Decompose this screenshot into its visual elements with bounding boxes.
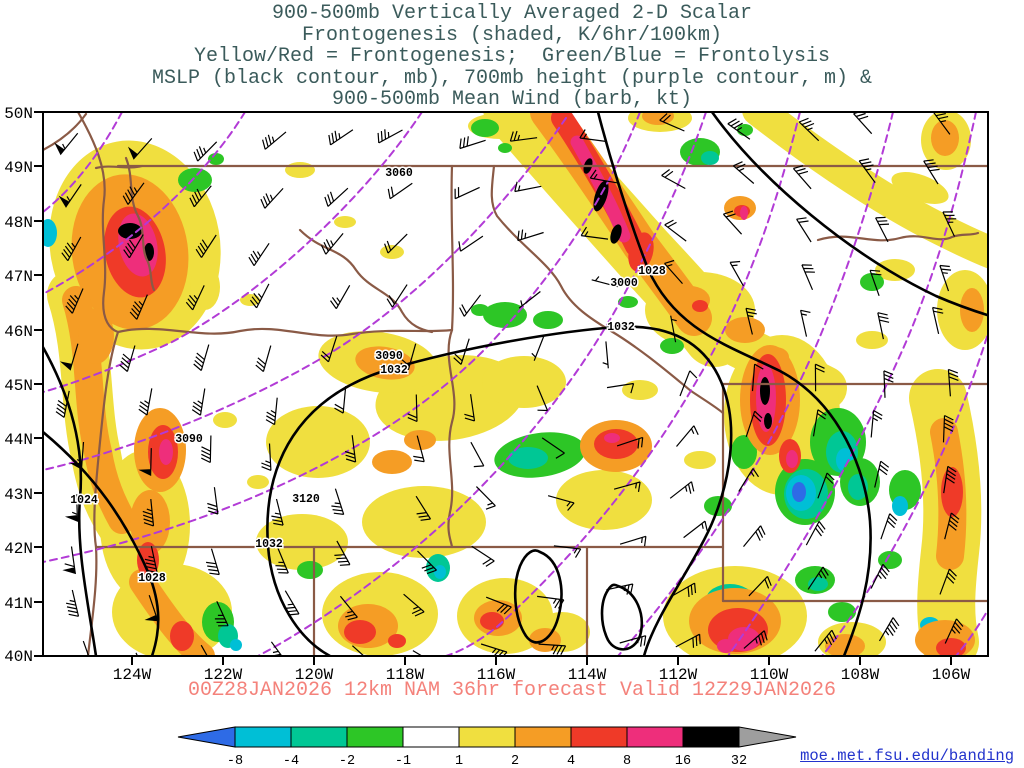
lon-label: 120W [295,666,334,684]
title-line: Yellow/Red = Frontogenesis; Green/Blue =… [193,45,831,68]
title-line: 900-500mb Mean Wind (barb, kt) [331,88,693,111]
lat-label: 48N [4,214,33,232]
colorbar-segment [346,726,404,748]
lon-label: 114W [568,666,607,684]
lat-label: 41N [4,595,33,613]
lon-label: 124W [113,666,152,684]
contour-label: 3060 [385,167,413,180]
colorbar-tick-label: 2 [511,754,519,768]
contour-label: 3120 [292,493,320,506]
contour-label: 1032 [607,321,635,334]
height-contours-layer [43,112,988,656]
contour-label: 3090 [375,350,403,363]
frontogenesis-shading-layer [43,112,988,656]
forecast-caption: 00Z28JAN2026 12km NAM 36hr forecast Vali… [187,679,837,702]
colorbar-tick-label: 32 [731,754,747,768]
lat-label: 45N [4,377,33,395]
contour-label: 3000 [610,277,638,290]
contour-label: 1032 [380,364,408,377]
colorbar-segment [682,726,740,748]
colorbar-segment [570,726,628,748]
lat-label: 49N [4,159,33,177]
lon-label: 118W [386,666,425,684]
lat-label: 43N [4,486,33,504]
colorbar-tick-label: -8 [227,754,243,768]
site-link[interactable]: moe.met.fsu.edu/banding [800,747,1014,765]
lat-label: 46N [4,323,33,341]
chart-title-block: 900-500mb Vertically Averaged 2-D Scalar… [0,3,1024,111]
lat-axis-labels: 50N 49N 48N 47N 46N 45N 44N 43N 42N 41N … [4,105,33,666]
lat-ticks [34,111,43,657]
contour-label: 1024 [70,494,98,507]
lat-label: 42N [4,540,33,558]
lon-label: 112W [659,666,698,684]
lat-label: 44N [4,431,33,449]
colorbar-tick-label: 16 [675,754,691,768]
colorbar-segment [290,726,348,748]
lon-ticks [131,656,952,665]
colorbar-segment [514,726,572,748]
colorbar-tick-label: 8 [623,754,631,768]
colorbar-tick-label: -1 [395,754,411,768]
title-line: 900-500mb Vertically Averaged 2-D Scalar [271,2,753,25]
contour-label: 3090 [175,433,203,446]
state-borders-layer [43,112,988,656]
contour-label: 1032 [255,538,283,551]
lon-axis-labels: 124W 122W 120W 118W 116W 114W 112W 110W … [113,666,971,684]
colorbar-tick-label: -4 [283,754,299,768]
lat-label: 47N [4,268,33,286]
lon-label: 108W [841,666,880,684]
title-line: Frontogenesis (shaded, K/6hr/100km) [301,23,723,47]
wind-barbs-layer [54,112,964,656]
lon-label: 110W [750,666,789,684]
colorbar-right-arrow [738,726,797,748]
colorbar-segment [458,726,516,748]
colorbar: -8 -4 -2 -1 1 2 4 8 16 32 [177,726,797,768]
colorbar-segment [234,726,292,748]
colorbar-segment [402,726,460,748]
lon-label: 122W [204,666,243,684]
colorbar-left-arrow [177,726,236,748]
colorbar-tick-labels: -8 -4 -2 -1 1 2 4 8 16 32 [227,754,747,768]
lon-label: 116W [477,666,516,684]
colorbar-tick-label: 4 [567,754,575,768]
colorbar-segment [626,726,684,748]
lon-label: 106W [932,666,971,684]
lat-label: 50N [4,105,33,123]
colorbar-tick-label: -2 [339,754,355,768]
colorbar-tick-label: 1 [455,754,463,768]
lat-label: 40N [4,648,33,666]
contour-label: 1028 [138,572,166,585]
title-line: MSLP (black contour, mb), 700mb height (… [151,66,873,90]
contour-label: 1028 [638,265,666,278]
contour-labels-layer: 3060 1028 3000 1032 3090 1032 3090 1024 … [69,166,668,587]
